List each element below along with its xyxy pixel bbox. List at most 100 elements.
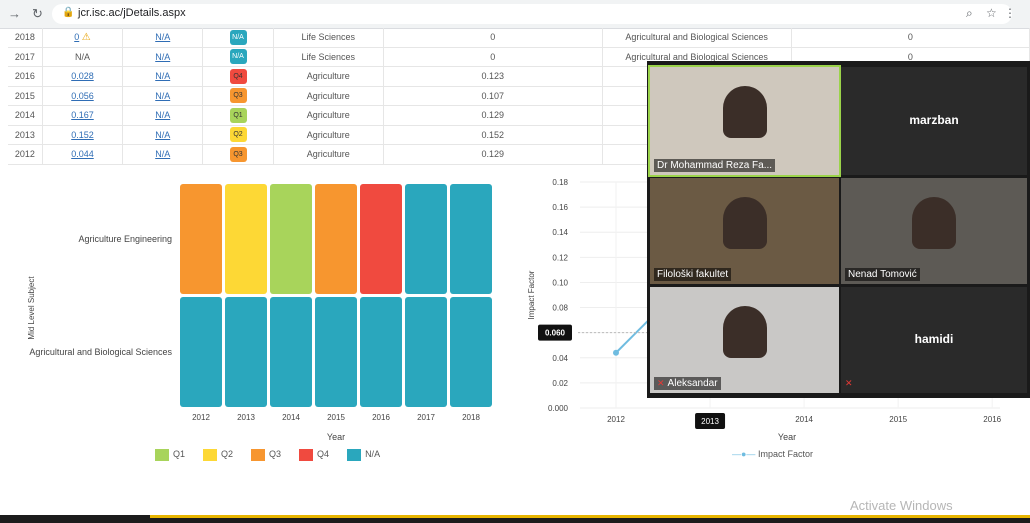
y-tick-label: 0.12	[552, 253, 568, 262]
activate-windows-watermark: Activate Windows	[850, 498, 953, 513]
heatmap-cell	[450, 297, 492, 407]
quartile-badge: Q1	[229, 107, 247, 123]
year-cell: 2012	[14, 149, 35, 160]
star-icon[interactable]: ☆	[986, 6, 997, 20]
legend-label: Q2	[221, 449, 234, 460]
heatmap-subject-label: Agricultural and Biological Sciences	[29, 347, 172, 357]
link-cell[interactable]: N/A	[155, 129, 171, 140]
legend-item[interactable]: Q1	[155, 449, 185, 461]
video-call-window[interactable]: Dr Mohammad Reza Fa... marzban Filološki …	[647, 61, 1030, 398]
score-cell: 0.152	[481, 129, 504, 140]
participant-name: hamidi	[914, 332, 954, 346]
x-tick-label: 2015	[889, 415, 907, 424]
heatmap-cell	[315, 184, 357, 294]
reload-icon[interactable]: ↻	[32, 6, 43, 21]
impact-value[interactable]: 0.056	[71, 90, 94, 101]
link-cell[interactable]: N/A	[155, 71, 171, 82]
x-tick-label: 2014	[795, 415, 813, 424]
muted-mic-icon: ✕	[845, 378, 853, 388]
x-tooltip-box	[695, 413, 726, 429]
participant-tile[interactable]: Nenad Tomović	[841, 178, 1027, 284]
subject-cell: Agriculture	[306, 129, 350, 140]
link-cell[interactable]: N/A	[155, 149, 171, 160]
legend-swatch	[299, 449, 314, 461]
heatmap-cell	[360, 184, 402, 294]
participant-video	[722, 197, 767, 250]
taskbar	[0, 515, 1030, 523]
heatmap-cell	[450, 184, 492, 294]
participant-name: Filološki fakultet	[654, 268, 732, 281]
impact-value[interactable]: 0.167	[71, 110, 94, 121]
link-cell[interactable]: N/A	[155, 110, 171, 121]
heatmap-year-tick: 2012	[192, 413, 210, 422]
forward-icon[interactable]: →	[8, 6, 21, 21]
line-legend-label: Impact Factor	[757, 449, 813, 459]
address-bar[interactable]: 🔒 jcr.isc.ac/jDetails.aspx ⌕ ☆ ⋮	[52, 4, 1016, 24]
menu-icon[interactable]: ⋮	[1004, 6, 1016, 20]
quartile-badge: Q4	[229, 68, 247, 84]
category-value-cell: 0	[907, 51, 913, 62]
zoom-icon[interactable]: ⌕	[966, 6, 973, 20]
y-tick-label: 0.04	[552, 354, 568, 363]
y-tick-label: 0.10	[552, 278, 568, 287]
participant-name: marzban	[909, 113, 959, 127]
subject-cell: Agriculture	[306, 149, 350, 160]
impact-value[interactable]: 0	[74, 31, 80, 42]
participant-name: Nenad Tomović	[845, 268, 920, 281]
legend-swatch	[155, 449, 169, 461]
quartile-badge: Q3	[229, 88, 247, 104]
quartile-heatmap: Mid Level Subject Agriculture Engineerin…	[27, 184, 492, 442]
score-cell: 0.129	[481, 149, 504, 160]
link-cell[interactable]: N/A	[155, 32, 171, 43]
legend-label: Q4	[317, 449, 330, 460]
heatmap-xlabel: Year	[327, 432, 345, 442]
heatmap-cell	[270, 184, 312, 294]
score-cell: 0	[490, 51, 496, 62]
participant-tile[interactable]: hamidi ✕	[841, 287, 1027, 393]
legend-item[interactable]: Q2	[203, 449, 234, 461]
y-tooltip-box	[538, 324, 572, 341]
y-tick-label: 0.000	[548, 404, 569, 413]
heatmap-year-tick: 2015	[327, 413, 345, 422]
y-tick-label: 0.18	[552, 178, 568, 187]
heatmap-year-tick: 2013	[237, 413, 255, 422]
heatmap-cell	[180, 184, 222, 294]
score-cell: 0	[490, 32, 496, 43]
heatmap-cell	[270, 297, 312, 407]
heatmap-cell	[315, 297, 357, 407]
legend-item[interactable]: Q4	[299, 449, 330, 461]
y-tick-label: 0.16	[552, 203, 568, 212]
participant-name-text: Nenad Tomović	[848, 269, 917, 280]
data-point[interactable]	[613, 349, 619, 356]
participant-tile[interactable]: Dr Mohammad Reza Fa...	[648, 65, 841, 177]
quartile-badge: Q3	[229, 146, 247, 162]
category-value-cell: 0	[907, 32, 913, 43]
heatmap-subject-label: Agriculture Engineering	[78, 234, 172, 244]
participant-name-text: Filološki fakultet	[657, 269, 729, 280]
year-cell: 2018	[14, 32, 35, 43]
link-cell[interactable]: N/A	[155, 90, 171, 101]
subject-cell: Agriculture	[306, 71, 350, 82]
impact-value[interactable]: 0.152	[71, 129, 94, 140]
warning-icon: ⚠	[81, 31, 91, 43]
heatmap-cell	[180, 297, 222, 407]
line-legend: —●— Impact Factor	[732, 449, 813, 459]
x-tick-label: 2016	[983, 415, 1001, 424]
impact-value[interactable]: 0.044	[71, 149, 94, 160]
lock-icon: 🔒	[62, 7, 75, 18]
y-tick-label: 0.08	[552, 304, 568, 313]
impact-value[interactable]: 0.028	[71, 71, 94, 82]
participant-tile[interactable]: marzban	[841, 67, 1027, 175]
year-cell: 2015	[14, 90, 35, 101]
participant-tile[interactable]: ✕ Aleksandar	[650, 287, 839, 393]
y-tick-label: 0.14	[552, 228, 568, 237]
participant-name: ✕ Aleksandar	[654, 377, 721, 390]
legend-item[interactable]: N/A	[347, 449, 380, 461]
heatmap-year-tick: 2017	[417, 413, 435, 422]
legend-item[interactable]: Q3	[251, 449, 281, 461]
link-cell[interactable]: N/A	[155, 51, 171, 62]
participant-tile[interactable]: Filološki fakultet	[650, 178, 839, 284]
heatmap-year-tick: 2014	[282, 413, 300, 422]
year-cell: 2017	[14, 51, 35, 62]
year-cell: 2013	[14, 129, 35, 140]
